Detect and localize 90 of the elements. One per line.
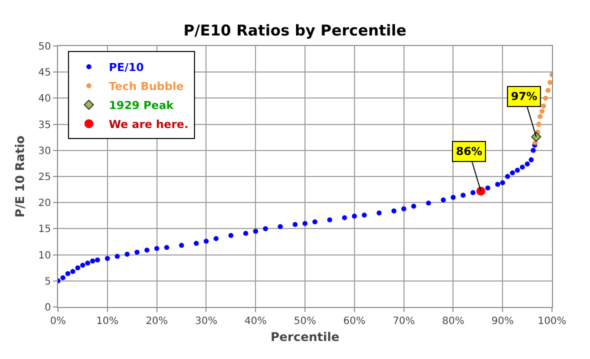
point [154, 246, 160, 252]
point [450, 194, 456, 200]
point [352, 214, 357, 219]
x-tick-label: 20% [146, 316, 168, 327]
point [541, 104, 546, 109]
point [538, 114, 543, 119]
point [411, 204, 416, 209]
annotation: 86% [456, 145, 482, 158]
y-tick-label: 0 [44, 302, 51, 314]
point [90, 258, 96, 264]
point [164, 244, 170, 250]
x-tick-label: 50% [294, 316, 316, 327]
point [214, 236, 219, 242]
x-axis-title: Percentile [270, 330, 340, 344]
point [65, 271, 70, 276]
legend-label: PE/10 [108, 61, 144, 74]
y-tick-label: 35 [38, 120, 51, 131]
point [134, 250, 140, 255]
point [531, 132, 542, 142]
point [470, 190, 476, 196]
point [401, 206, 406, 212]
y-tick-label: 45 [38, 68, 51, 79]
point [95, 258, 100, 263]
point [530, 148, 536, 153]
point [543, 96, 548, 101]
x-tick-label: 40% [244, 316, 267, 327]
point [194, 240, 199, 246]
point [327, 217, 332, 222]
point [536, 122, 542, 127]
point [520, 164, 525, 170]
y-tick-label: 5 [44, 276, 51, 288]
point [85, 260, 90, 266]
legend-label: 1929 Peak [108, 99, 174, 112]
point [243, 230, 248, 236]
point [391, 208, 396, 214]
point [440, 197, 446, 202]
point [292, 222, 298, 228]
legend-label: Tech Bubble [108, 80, 184, 94]
point [253, 228, 258, 234]
y-tick-label: 20 [38, 198, 51, 210]
point [362, 212, 367, 218]
point [262, 226, 268, 232]
point [540, 108, 545, 114]
point [476, 186, 486, 196]
point [342, 215, 348, 220]
point [460, 192, 466, 198]
point [228, 232, 234, 238]
point [104, 256, 110, 261]
point [485, 185, 490, 190]
point [312, 219, 318, 224]
point [548, 80, 552, 86]
x-tick-label: 80% [442, 316, 464, 327]
y-tick-label: 10 [38, 250, 51, 262]
point [528, 157, 534, 162]
x-tick-label: 0% [50, 316, 66, 327]
point [179, 242, 184, 248]
point [524, 161, 530, 166]
point [495, 182, 500, 187]
y-tick-label: 15 [38, 224, 51, 236]
point [278, 224, 283, 230]
point [144, 248, 150, 253]
chart-title: P/E10 Ratios by Percentile [184, 22, 406, 40]
y-axis-title: P/E 10 Ratio [13, 136, 27, 218]
point [114, 254, 120, 259]
point [426, 200, 431, 206]
point [546, 88, 551, 93]
x-tick-label: 70% [392, 316, 415, 327]
point [124, 252, 130, 257]
annotation: 97% [511, 90, 538, 103]
point [70, 269, 76, 274]
x-tick-label: 10% [96, 316, 119, 327]
point [376, 210, 382, 216]
y-tick-label: 30 [38, 146, 51, 157]
point [500, 180, 506, 186]
x-tick-label: 30% [195, 316, 218, 327]
legend-label: We are here. [108, 118, 188, 132]
point [75, 265, 80, 270]
point [302, 220, 308, 226]
y-tick-label: 50 [38, 42, 51, 52]
point [80, 262, 86, 268]
x-tick-label: 90% [491, 316, 514, 327]
point [514, 168, 520, 173]
y-tick-label: 40 [38, 94, 51, 105]
point [505, 174, 510, 179]
point [60, 275, 66, 280]
point [510, 170, 515, 176]
x-tick-label: 60% [343, 316, 366, 327]
point [204, 238, 209, 244]
y-tick-label: 25 [38, 172, 51, 183]
x-tick-label: 100% [538, 316, 566, 327]
